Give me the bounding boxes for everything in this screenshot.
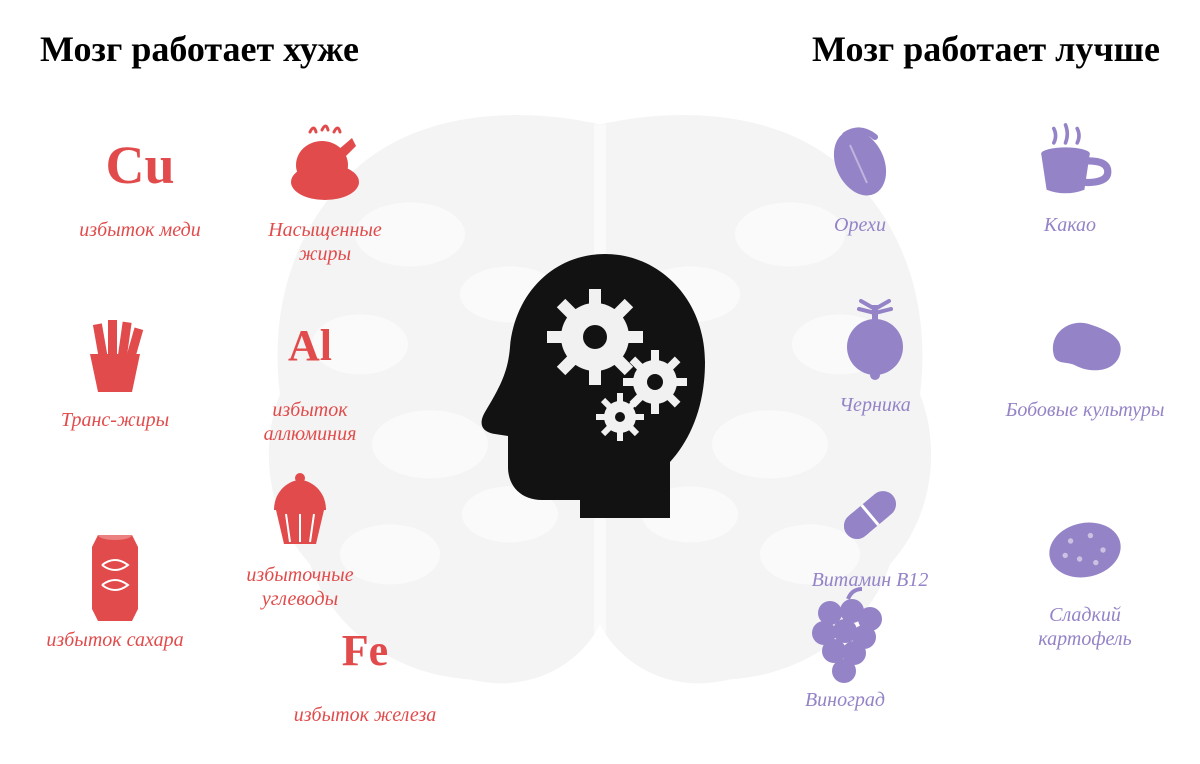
grape-icon xyxy=(800,590,890,680)
potato-icon xyxy=(1040,505,1130,595)
chicken-icon xyxy=(280,120,370,210)
bad-item-cupcake: избыточные углеводы xyxy=(215,465,385,611)
good-item-cocoa: Какао xyxy=(985,115,1155,237)
can-icon xyxy=(70,530,160,620)
item-label: Виноград xyxy=(805,688,885,712)
good-item-bean: Бобовые культуры xyxy=(1000,300,1170,422)
good-item-pill: Витамин В12 xyxy=(785,470,955,592)
cocoa-icon xyxy=(1025,115,1115,205)
item-label: Какао xyxy=(1044,213,1096,237)
item-label: избыток аллюминия xyxy=(225,398,395,446)
item-label: Бобовые культуры xyxy=(1006,398,1165,422)
item-label: Насыщенные жиры xyxy=(240,218,410,266)
item-label: избыток меди xyxy=(79,218,200,242)
al-icon: Al xyxy=(265,300,355,390)
item-label: избыточные углеводы xyxy=(215,563,385,611)
fries-icon xyxy=(70,310,160,400)
good-item-berry: Черника xyxy=(790,295,960,417)
bad-item-al: Al избыток аллюминия xyxy=(225,300,395,446)
item-label: Транс-жиры xyxy=(61,408,169,432)
cupcake-icon xyxy=(255,465,345,555)
good-item-nut: Орехи xyxy=(775,115,945,237)
bad-item-can: избыток сахара xyxy=(30,530,200,652)
cu-icon: Cu xyxy=(95,120,185,210)
bad-item-fe: Fe избыток железа xyxy=(280,605,450,727)
good-item-potato: Сладкий картофель xyxy=(1000,505,1170,651)
item-label: Сладкий картофель xyxy=(1000,603,1170,651)
item-label: избыток железа xyxy=(294,703,437,727)
bad-item-cu: Cu избыток меди xyxy=(55,120,225,242)
item-label: Орехи xyxy=(834,213,886,237)
bad-item-fries: Транс-жиры xyxy=(30,310,200,432)
item-label: Черника xyxy=(839,393,910,417)
bad-item-chicken: Насыщенные жиры xyxy=(240,120,410,266)
item-label: избыток сахара xyxy=(46,628,183,652)
pill-icon xyxy=(825,470,915,560)
good-item-grape: Виноград xyxy=(760,590,930,712)
bean-icon xyxy=(1040,300,1130,390)
fe-icon: Fe xyxy=(320,605,410,695)
berry-icon xyxy=(830,295,920,385)
nut-icon xyxy=(815,115,905,205)
